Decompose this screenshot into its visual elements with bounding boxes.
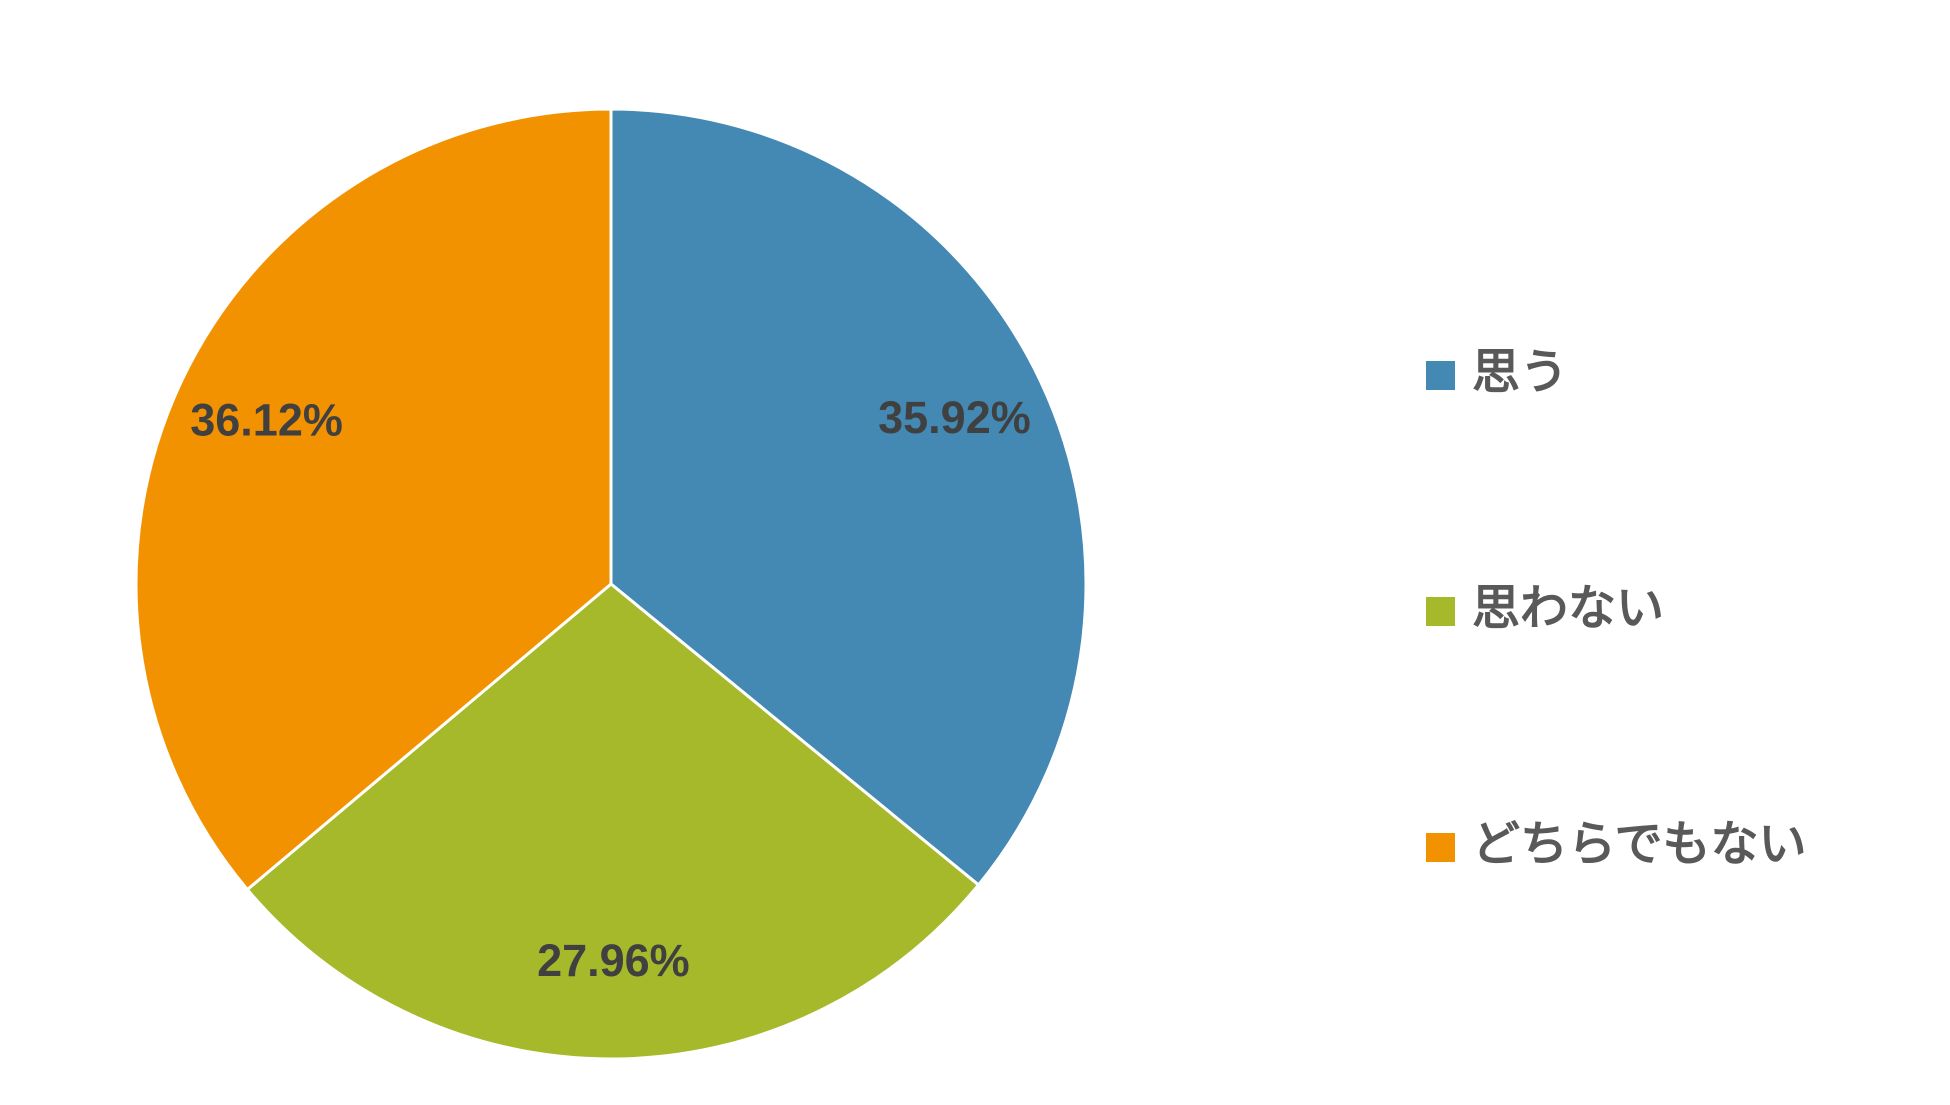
legend-label: 思わない [1472,580,1664,636]
legend-swatch [1426,361,1455,390]
pie-slice [609,107,1088,888]
pie-slice [134,107,613,892]
legend-swatch [1426,833,1455,862]
legend-label: 思う [1472,344,1568,400]
value-label: 27.96% [537,935,690,986]
pie-slice [245,582,981,1061]
legend-swatch [1426,597,1455,626]
value-label: 36.12% [190,394,343,445]
value-label: 35.92% [878,392,1031,443]
legend-label: どちらでもない [1472,816,1807,872]
